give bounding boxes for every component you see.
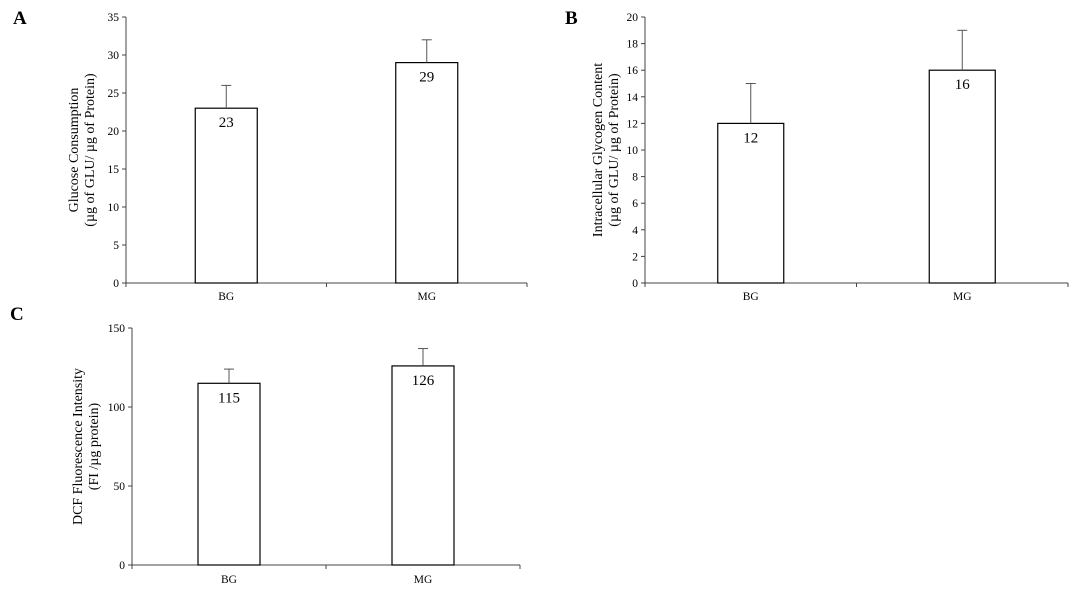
y-tick-label: 2 (632, 251, 638, 263)
y-axis-title-line: Glucose Consumption (67, 88, 82, 213)
data-label: 23 (219, 115, 234, 131)
data-label: 12 (743, 130, 758, 146)
y-tick-label: 12 (627, 118, 639, 130)
x-category-label: BG (221, 574, 237, 586)
y-tick-label: 4 (632, 225, 638, 237)
y-axis-title-line: DCF Fluorescence Intensity (71, 368, 86, 525)
data-label: 29 (419, 70, 434, 86)
bar-mg (391, 365, 455, 566)
y-tick-label: 10 (627, 145, 639, 157)
y-tick-label: 16 (627, 65, 639, 77)
y-tick-label: 30 (108, 50, 120, 62)
bar-bg (197, 382, 261, 566)
chart-panel-a: A 0 5 10 15 20 25 30 35 Glucose Consumption(µg of… (13, 8, 528, 303)
data-label: 115 (218, 390, 240, 406)
x-category-label: MG (414, 574, 433, 586)
bar-mg (928, 69, 996, 284)
y-tick-label: 150 (108, 323, 126, 335)
chart-panel-c: C 0 50 100 150 DCF Fluorescence Intensity(FI … (10, 304, 521, 586)
y-tick-label: 18 (627, 39, 639, 51)
bar-bg (194, 107, 258, 284)
panel-letter: A (13, 8, 27, 29)
y-tick-label: 15 (108, 164, 120, 176)
x-category-label: MG (953, 291, 972, 303)
data-label: 126 (412, 373, 435, 389)
y-tick-label: 0 (119, 560, 125, 572)
y-tick-label: 8 (632, 172, 638, 184)
y-tick-label: 20 (108, 126, 120, 138)
y-tick-label: 25 (108, 88, 120, 100)
y-tick-label: 10 (108, 202, 120, 214)
y-tick-label: 50 (114, 481, 126, 493)
y-tick-label: 14 (627, 92, 639, 104)
data-label: 16 (955, 77, 971, 93)
y-tick-label: 20 (627, 12, 639, 24)
bar-mg (395, 61, 459, 284)
y-axis-title: Glucose Consumption(µg of GLU/ µg of Pro… (67, 73, 98, 227)
y-tick-label: 35 (108, 12, 120, 24)
y-tick-label: 6 (632, 198, 638, 210)
y-axis-title: DCF Fluorescence Intensity(FI /µg protei… (71, 368, 102, 525)
panel-letter: B (565, 8, 578, 29)
y-axis-title: Intracellular Glycogen Content(µg of GLU… (591, 63, 622, 237)
x-category-label: MG (417, 291, 436, 303)
x-category-label: BG (218, 291, 234, 303)
panel-letter: C (10, 304, 24, 325)
y-axis-title-line: (FI /µg protein) (87, 402, 102, 490)
chart-panel-b: B 0 2 4 6 8 10 12 14 16 18 20 Intracellular Glycogen… (565, 8, 1069, 303)
y-tick-label: 0 (113, 278, 119, 290)
bar-bg (717, 122, 785, 284)
y-axis-title-line: (µg of GLU/ µg of Protein) (83, 73, 98, 227)
y-tick-label: 100 (108, 402, 126, 414)
x-category-label: BG (743, 291, 759, 303)
y-axis-title-line: (µg of GLU/ µg of Protein) (607, 73, 622, 227)
y-axis-title-line: Intracellular Glycogen Content (591, 63, 606, 237)
y-tick-label: 0 (632, 278, 638, 290)
y-tick-label: 5 (113, 240, 119, 252)
